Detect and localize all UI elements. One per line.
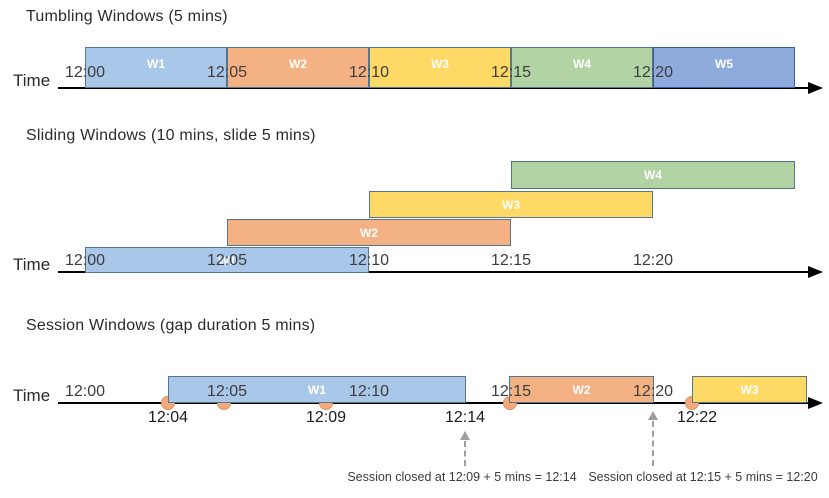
tumbling-window-w2: W2 bbox=[227, 47, 369, 88]
window-label: W3 bbox=[740, 383, 759, 397]
tumbling-timeline bbox=[58, 87, 808, 89]
session-window-w2: W2 bbox=[509, 376, 654, 403]
sliding-window-w3: W3 bbox=[369, 191, 653, 218]
session-close-annotation: Session closed at 12:15 + 5 mins = 12:20 bbox=[588, 470, 818, 484]
window-label: W2 bbox=[572, 383, 591, 397]
session-window-w3: W3 bbox=[692, 376, 807, 403]
sliding-title: Sliding Windows (10 mins, slide 5 mins) bbox=[26, 127, 316, 144]
tick-label: 12:10 bbox=[348, 64, 390, 81]
tick-label: 12:10 bbox=[348, 383, 390, 400]
session-time-axis-label: Time bbox=[13, 386, 51, 405]
session-window-w1: W1 bbox=[168, 376, 466, 403]
tumbling-time-axis-label: Time bbox=[13, 71, 51, 90]
tick-label: 12:15 bbox=[490, 64, 532, 81]
tick-label: 12:00 bbox=[64, 64, 106, 81]
tumbling-window-w3: W3 bbox=[369, 47, 511, 88]
window-label: W3 bbox=[502, 198, 520, 212]
tick-label: 12:20 bbox=[632, 383, 674, 400]
tumbling-window-w5: W5 bbox=[653, 47, 795, 88]
window-label: W1 bbox=[147, 57, 165, 71]
window-label: W5 bbox=[715, 57, 733, 71]
tick-label: 12:00 bbox=[64, 252, 106, 269]
tick-label: 12:10 bbox=[348, 252, 390, 269]
dashed-arrow-line bbox=[464, 441, 466, 466]
sliding-window-w2: W2 bbox=[227, 219, 511, 246]
dashed-arrow-line bbox=[652, 421, 654, 466]
tick-label: 12:20 bbox=[632, 64, 674, 81]
window-label: W1 bbox=[218, 254, 236, 268]
window-label: W2 bbox=[360, 226, 378, 240]
dashed-arrow-up-icon bbox=[648, 411, 658, 420]
tick-label: 12:05 bbox=[206, 383, 248, 400]
event-time-label: 12:22 bbox=[676, 409, 718, 426]
sliding-window-w4: W4 bbox=[511, 161, 795, 189]
window-label: W1 bbox=[308, 383, 326, 397]
tick-label: 12:20 bbox=[632, 252, 674, 269]
event-time-label: 12:04 bbox=[147, 409, 189, 426]
tumbling-window-w1: W1 bbox=[85, 47, 227, 88]
session-close-annotation: Session closed at 12:09 + 5 mins = 12:14 bbox=[347, 470, 577, 484]
timeline-arrow-icon bbox=[808, 397, 823, 409]
event-time-label: 12:09 bbox=[305, 409, 347, 426]
timeline-arrow-icon bbox=[808, 266, 823, 278]
tick-label: 12:05 bbox=[206, 64, 248, 81]
timeline-arrow-icon bbox=[808, 82, 823, 94]
session-timeline bbox=[58, 402, 808, 404]
session-title: Session Windows (gap duration 5 mins) bbox=[26, 317, 316, 334]
dashed-arrow-up-icon bbox=[460, 431, 470, 440]
event-time-label: 12:14 bbox=[444, 409, 486, 426]
sliding-timeline bbox=[58, 271, 808, 273]
sliding-window-w1: W1 bbox=[85, 247, 369, 273]
tick-label: 12:15 bbox=[490, 252, 532, 269]
tumbling-window-w4: W4 bbox=[511, 47, 653, 88]
tick-label: 12:15 bbox=[490, 383, 532, 400]
tick-label: 12:00 bbox=[64, 383, 106, 400]
tick-label: 12:05 bbox=[206, 252, 248, 269]
window-label: W4 bbox=[644, 168, 662, 182]
sliding-time-axis-label: Time bbox=[13, 255, 51, 274]
window-label: W3 bbox=[431, 57, 449, 71]
window-label: W2 bbox=[289, 57, 307, 71]
window-label: W4 bbox=[573, 57, 591, 71]
tumbling-title: Tumbling Windows (5 mins) bbox=[26, 8, 228, 25]
